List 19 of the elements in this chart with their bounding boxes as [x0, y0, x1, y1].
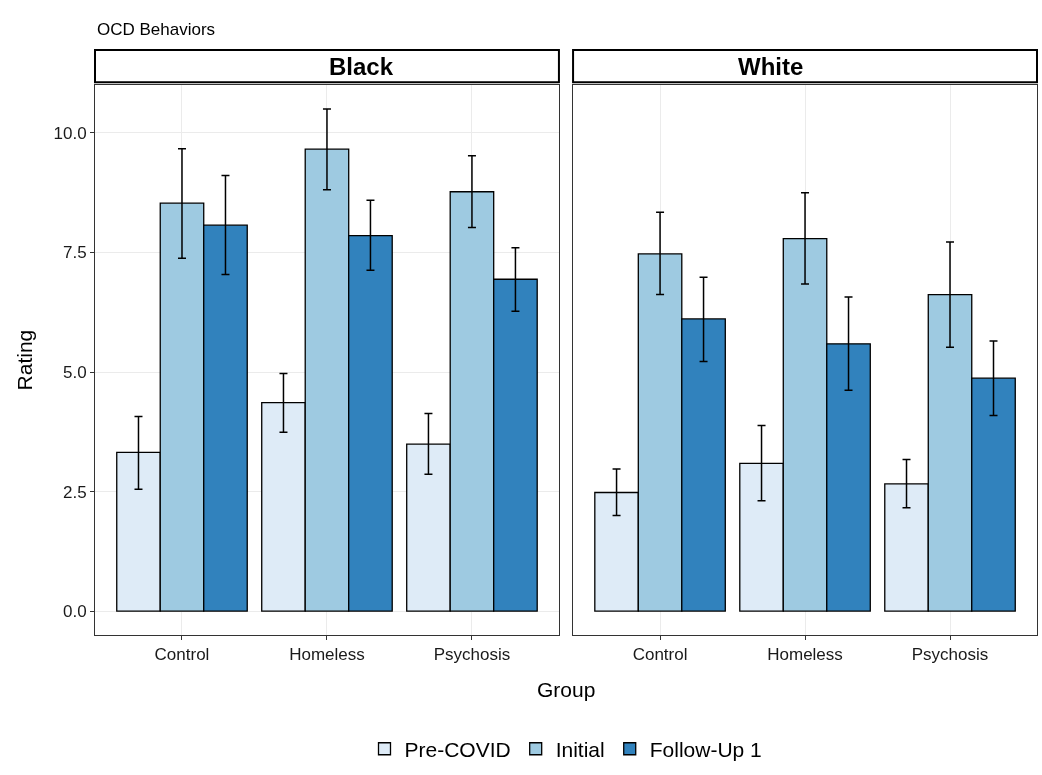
x-tick-label: Homeless — [767, 645, 843, 665]
legend-label: Follow-Up 1 — [649, 737, 762, 761]
chart-title: White — [738, 53, 804, 80]
y-tick-label: 5.0 — [62, 362, 87, 382]
legend-label: Pre-COVID — [404, 737, 511, 761]
x-tick-label: Psychosis — [911, 645, 989, 665]
y-axis-title: Rating — [12, 329, 36, 391]
x-tick-label: Control — [632, 645, 688, 665]
chart-title: Black — [329, 53, 394, 80]
y-tick-label: 2.5 — [62, 482, 87, 502]
x-tick-label: Homeless — [289, 645, 365, 665]
y-tick-label: 10.0 — [53, 123, 87, 143]
x-tick-label: Psychosis — [433, 645, 511, 665]
x-tick-label: Control — [154, 645, 210, 665]
chart-subtitle: OCD Behaviors — [97, 20, 216, 39]
y-tick-label: 0.0 — [62, 602, 87, 622]
legend-label: Initial — [555, 737, 605, 761]
y-tick-label: 7.5 — [62, 243, 87, 263]
x-axis-title: Group — [537, 678, 596, 701]
